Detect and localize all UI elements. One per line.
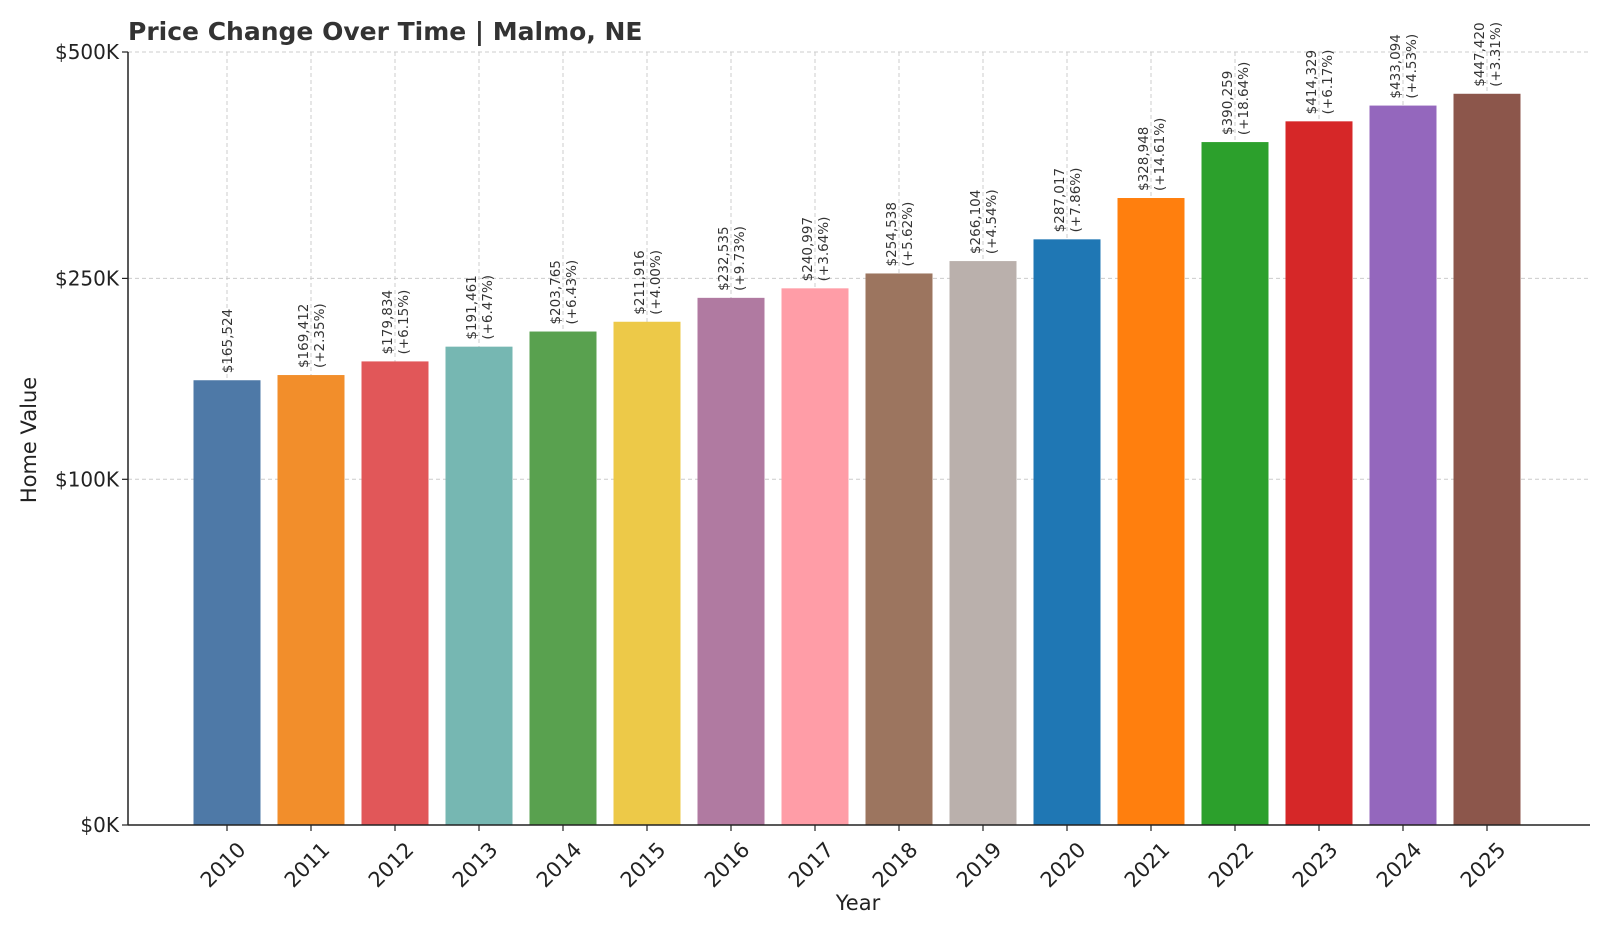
bar-2022 [1201,142,1269,825]
value-label: $287,017 [1052,168,1068,232]
data-label-2022: $390,259 (+18.64%) [1220,62,1252,135]
data-label-2018: $254,538 (+5.62%) [884,202,916,267]
value-label: $254,538 [884,202,900,266]
bar-2013 [445,346,513,825]
chart-title: Price Change Over Time | Malmo, NE [128,17,643,46]
data-label-2019: $266,104 (+4.54%) [968,189,1000,254]
data-label-2020: $287,017 (+7.86%) [1052,168,1084,233]
change-label: (+4.53%) [1404,34,1420,99]
data-label-2014: $203,765 (+6.43%) [548,260,580,325]
value-label: $390,259 [1220,71,1236,135]
value-label: $328,948 [1136,127,1152,191]
data-label-2021: $328,948 (+14.61%) [1136,118,1168,191]
x-tick-label: 2017 [784,838,839,893]
data-label-2017: $240,997 (+3.64%) [800,217,832,282]
x-tick-label: 2022 [1204,838,1259,893]
bar-2025 [1453,93,1521,825]
bar-2021 [1117,198,1185,825]
data-label-2015: $211,916 (+4.00%) [632,250,664,315]
bar-2012 [361,361,429,825]
y-tick-label: $0K [80,813,119,837]
change-label: (+2.35%) [312,303,328,368]
x-tick-label: 2018 [868,838,923,893]
data-label-2010: $165,524 [220,309,236,373]
value-label: $240,997 [800,217,816,281]
value-label: $211,916 [632,250,648,314]
data-label-2012: $179,834 (+6.15%) [380,290,412,355]
change-label: (+6.15%) [396,290,412,355]
value-label: $203,765 [548,260,564,324]
x-tick-label: 2025 [1456,838,1511,893]
data-label-2011: $169,412 (+2.35%) [296,303,328,368]
bar-2023 [1285,121,1353,825]
bar-2014 [529,331,597,825]
data-label-2016: $232,535 (+9.73%) [716,226,748,291]
x-axis-label: Year [835,891,881,915]
x-tick-label: 2012 [364,838,419,893]
change-label: (+3.31%) [1488,22,1504,87]
change-label: (+4.00%) [648,250,664,315]
x-tick-label: 2020 [1036,838,1091,893]
x-tick-label: 2021 [1120,838,1175,893]
bar-2015 [613,321,681,825]
x-tick-label: 2013 [448,838,503,893]
x-tick-label: 2019 [952,838,1007,893]
change-label: (+6.47%) [480,275,496,340]
y-tick-label: $250K [55,266,120,290]
change-label: (+7.86%) [1068,168,1084,233]
x-tick-label: 2011 [280,838,335,893]
x-tick-label: 2024 [1372,838,1427,893]
bar-2018 [865,273,933,825]
bar-2019 [949,261,1017,825]
change-label: (+18.64%) [1236,62,1252,135]
data-label-2024: $433,094 (+4.53%) [1388,34,1420,99]
change-label: (+14.61%) [1152,118,1168,191]
data-label-2023: $414,329 (+6.17%) [1304,50,1336,115]
value-label: $266,104 [968,190,984,254]
bar-2016 [697,297,765,825]
bar-2020 [1033,239,1101,825]
bar-2010 [193,380,261,825]
bar-2024 [1369,105,1437,825]
y-tick-label: $500K [55,40,120,64]
data-label-2013: $191,461 (+6.47%) [464,275,496,340]
bar-2017 [781,288,849,826]
bar-2011 [277,375,345,825]
value-label: $232,535 [716,226,732,290]
x-tick-label: 2016 [700,838,755,893]
value-label: $191,461 [464,275,480,339]
change-label: (+9.73%) [732,226,748,291]
x-tick-label: 2014 [532,838,587,893]
x-tick-label: 2023 [1288,838,1343,893]
value-label: $165,524 [220,309,236,373]
value-label: $414,329 [1304,50,1320,114]
change-label: (+5.62%) [900,202,916,267]
y-axis-label: Home Value [17,377,41,503]
change-label: (+6.43%) [564,260,580,325]
value-label: $169,412 [296,304,312,368]
data-labels: $165,524 $169,412 (+2.35%) $179,834 (+6.15%)… [220,22,1504,373]
x-tick-label: 2015 [616,838,671,893]
change-label: (+6.17%) [1320,50,1336,115]
change-label: (+3.64%) [816,217,832,282]
change-label: (+4.54%) [984,189,1000,254]
y-tick-label: $100K [55,467,120,491]
value-label: $447,420 [1472,22,1488,86]
bar-series [193,93,1521,826]
data-label-2025: $447,420 (+3.31%) [1472,22,1504,87]
value-label: $179,834 [380,290,396,354]
x-tick-label: 2010 [196,838,251,893]
value-label: $433,094 [1388,34,1404,98]
